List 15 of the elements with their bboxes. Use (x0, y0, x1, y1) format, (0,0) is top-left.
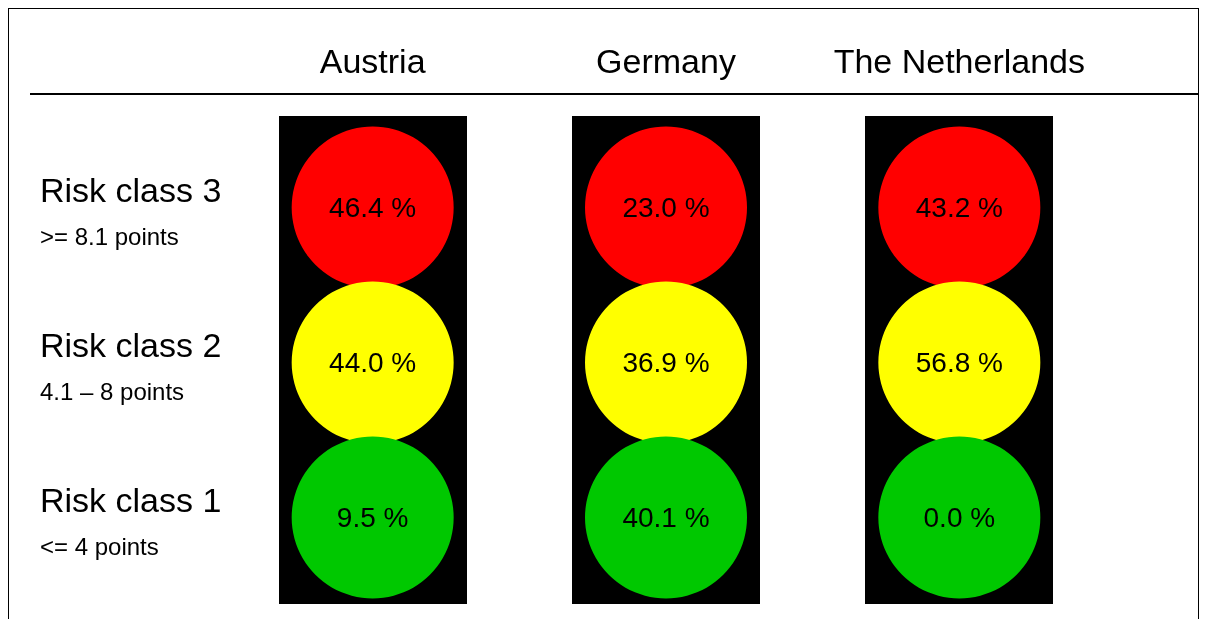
data-label: 40.1 % (622, 502, 710, 533)
text: Risk class 1 <= 4 points (40, 480, 222, 560)
data-label: 44.0 % (329, 347, 417, 378)
category-label: The Netherlands (833, 42, 1086, 80)
data-label: 46.4 % (329, 192, 417, 223)
data-label: 43.2 % (915, 192, 1003, 223)
data-label: 9.5 % (336, 502, 409, 533)
text: Risk class 3 >= 8.1 points (40, 170, 222, 250)
text: Risk class 2 4.1 – 8 points (40, 325, 222, 405)
data-label: 23.0 % (622, 192, 710, 223)
category-label: Austria (319, 42, 426, 80)
category-label: Germany (596, 42, 736, 80)
data-label: 56.8 % (915, 347, 1003, 378)
data-label: 36.9 % (622, 347, 710, 378)
data-label: 0.0 % (923, 502, 996, 533)
